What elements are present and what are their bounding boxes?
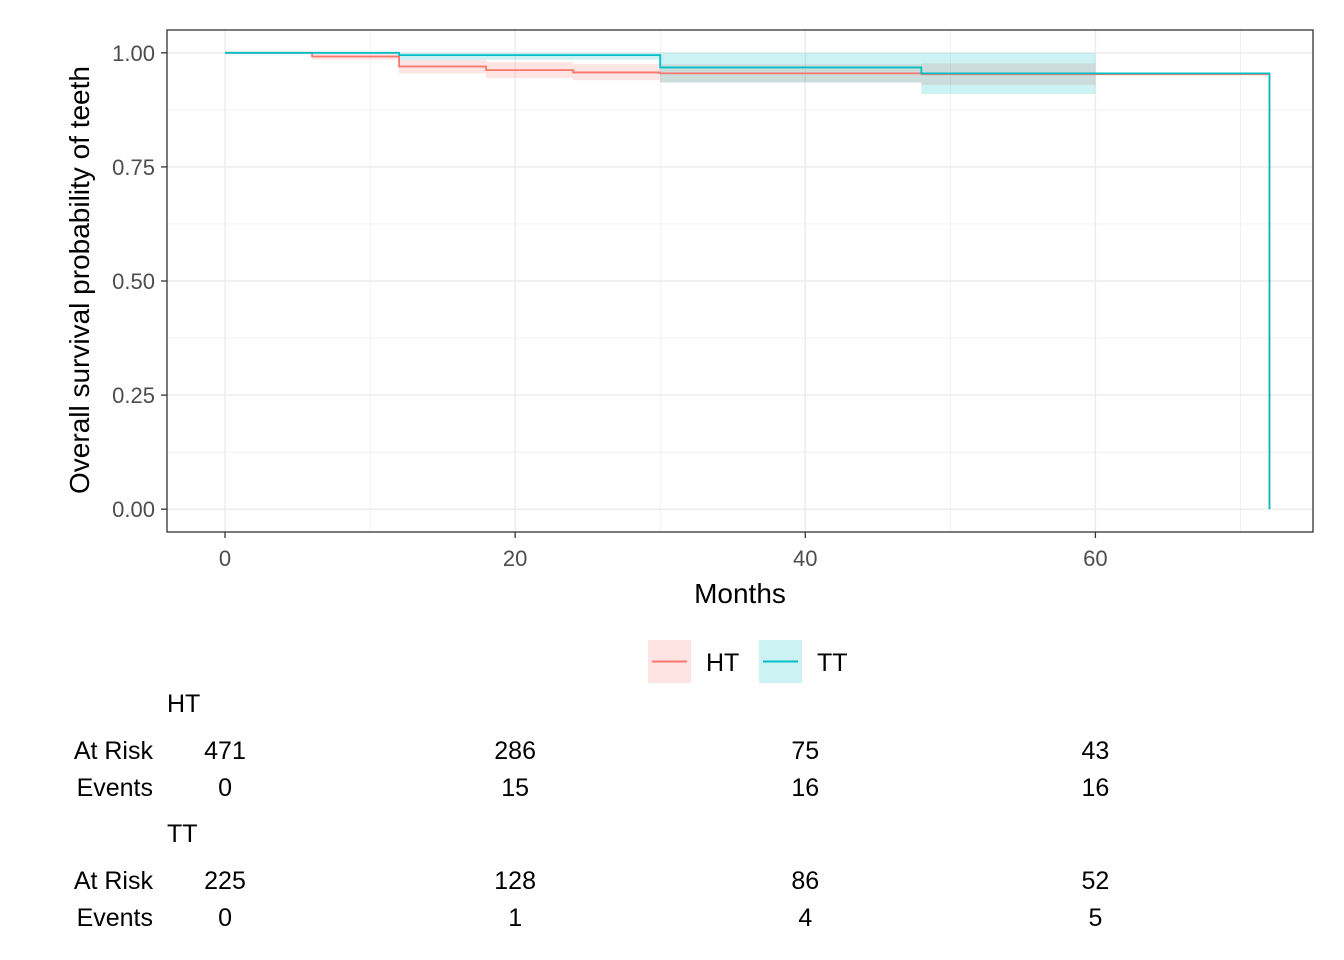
risk-row-label-at-risk-ht: At Risk bbox=[74, 737, 154, 765]
y-tick-label: 0.50 bbox=[112, 269, 155, 294]
x-tick-label: 20 bbox=[503, 546, 527, 571]
risk-ht-at-risk-cell: 43 bbox=[1081, 737, 1109, 765]
x-tick-label: 60 bbox=[1083, 546, 1107, 571]
risk-tt-events-cell: 4 bbox=[798, 904, 812, 932]
ci-band-tt bbox=[399, 52, 661, 60]
x-tick-label: 40 bbox=[793, 546, 817, 571]
risk-tt-events-cell: 1 bbox=[508, 904, 522, 932]
risk-row-label-events-ht: Events bbox=[77, 774, 153, 802]
legend-label-tt: TT bbox=[817, 649, 848, 677]
risk-tt-at-risk-cell: 128 bbox=[494, 867, 536, 895]
risk-tt-at-risk-cell: 52 bbox=[1081, 867, 1109, 895]
survival-line-tt bbox=[225, 51, 1271, 510]
survival-lines bbox=[225, 51, 1271, 510]
y-tick-label: 0.75 bbox=[112, 155, 155, 180]
legend: HT TT bbox=[648, 640, 848, 683]
risk-tt-at-risk-cell: 86 bbox=[791, 867, 819, 895]
risk-ht-at-risk-cell: 75 bbox=[791, 737, 819, 765]
x-tick-label: 0 bbox=[219, 546, 231, 571]
risk-tt-events-cell: 5 bbox=[1088, 904, 1102, 932]
legend-label-ht: HT bbox=[706, 649, 739, 677]
grid-layer bbox=[167, 30, 1313, 532]
axis-ticks: 0 20 40 60 0.00 0.25 0.50 0.75 1.00 bbox=[112, 41, 1107, 571]
risk-ht-at-risk-cell: 286 bbox=[494, 737, 536, 765]
y-tick-label: 0.25 bbox=[112, 383, 155, 408]
legend-item-ht: HT bbox=[648, 640, 739, 683]
risk-table: HT At Risk Events TT At Risk Events 471 … bbox=[74, 690, 1109, 932]
risk-row-label-at-risk-tt: At Risk bbox=[74, 867, 154, 895]
risk-tt-at-risk-cell: 225 bbox=[204, 867, 246, 895]
risk-ht-at-risk-cell: 471 bbox=[204, 737, 246, 765]
risk-group-title-tt: TT bbox=[167, 820, 198, 848]
risk-row-label-events-tt: Events bbox=[77, 904, 153, 932]
risk-tt-events-cell: 0 bbox=[218, 904, 232, 932]
risk-group-title-ht: HT bbox=[167, 690, 200, 718]
risk-ht-events-cell: 16 bbox=[1081, 774, 1109, 802]
legend-item-tt: TT bbox=[759, 640, 848, 683]
y-tick-label: 0.00 bbox=[112, 497, 155, 522]
risk-ht-events-cell: 0 bbox=[218, 774, 232, 802]
x-axis-title: Months bbox=[694, 578, 786, 609]
risk-ht-events-cell: 16 bbox=[791, 774, 819, 802]
survival-line-ht bbox=[225, 51, 1271, 510]
y-tick-label: 1.00 bbox=[112, 41, 155, 66]
risk-ht-events-cell: 15 bbox=[501, 774, 529, 802]
y-axis-title: Overall survival probability of teeth bbox=[64, 66, 95, 494]
